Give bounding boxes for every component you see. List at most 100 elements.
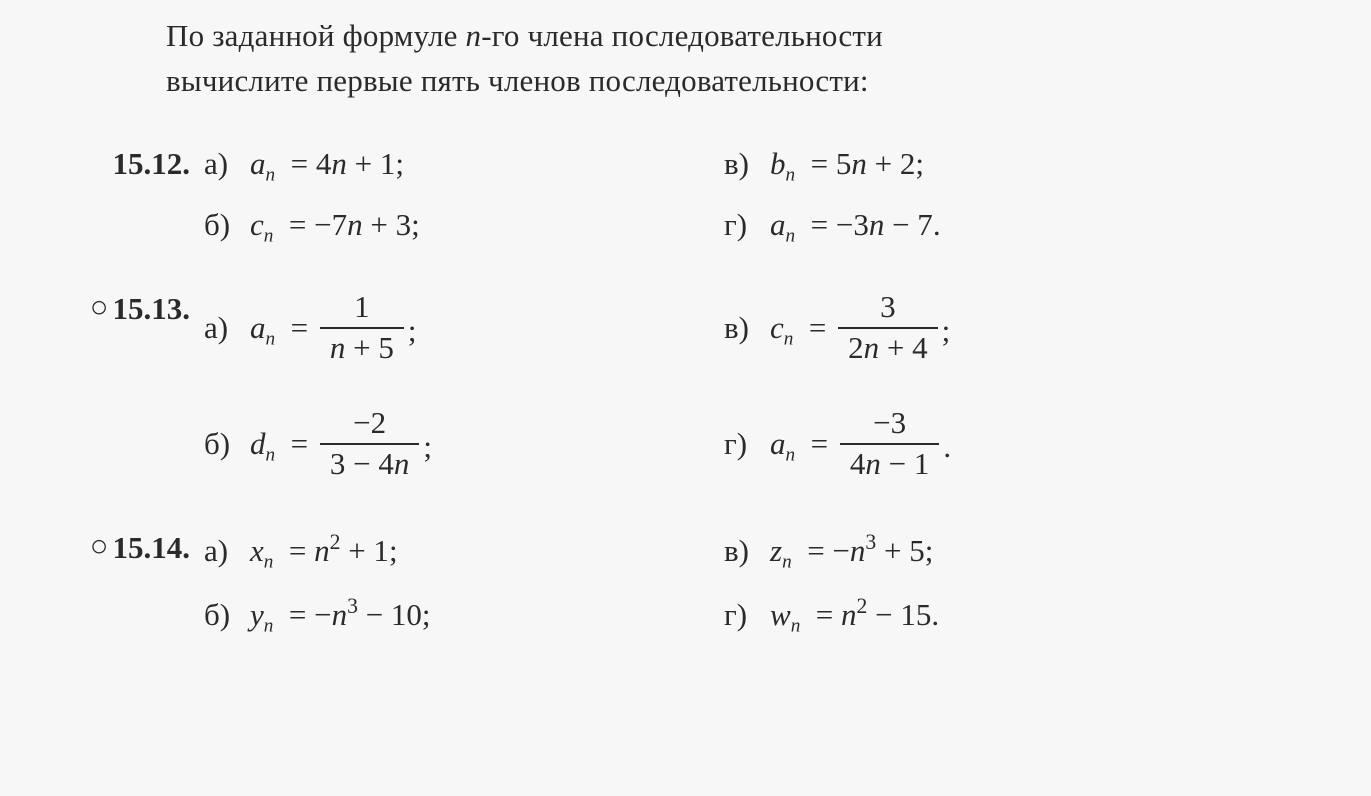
- item-label: г): [724, 426, 770, 462]
- problem-cell: б) yn = −n3 − 10;: [204, 594, 724, 638]
- problem-cell: г) wn = n2 − 15.: [724, 594, 1323, 638]
- problem-cell: б) cn = −7n + 3;: [204, 207, 724, 248]
- item-label: а): [204, 310, 250, 346]
- item-label: б): [204, 426, 250, 462]
- var: w: [770, 597, 791, 632]
- item-label: г): [724, 597, 770, 633]
- var: a: [250, 146, 266, 181]
- item-label: в): [724, 310, 770, 346]
- problems-list: 15.12. а) an = 4n + 1; в) bn: [48, 146, 1323, 638]
- problem-row: б) dn = −2 3 − 4n ; г) an: [204, 407, 1323, 487]
- equation: an = 1 n + 5 ;: [250, 291, 416, 371]
- equation: cn = −7n + 3;: [250, 207, 420, 248]
- item-label: б): [204, 207, 250, 243]
- exponent: 3: [865, 530, 876, 554]
- punct: .: [931, 597, 939, 632]
- equation: dn = −2 3 − 4n ;: [250, 407, 432, 487]
- tail: + 1: [340, 533, 388, 568]
- problem-row: а) an = 1 n + 5 ; в) cn: [204, 291, 1323, 371]
- fraction-den: 2n + 4: [838, 329, 937, 368]
- problem: 15.12. а) an = 4n + 1; в) bn: [48, 146, 1323, 247]
- subscript-n: n: [786, 165, 796, 186]
- problem: ○15.13. а) an = 1 n + 5 ;: [48, 291, 1323, 486]
- var: z: [770, 533, 782, 568]
- fraction-den: 3 − 4n: [320, 445, 419, 484]
- item-label: в): [724, 146, 770, 182]
- tail: − 10: [358, 597, 422, 632]
- sign: −: [314, 597, 331, 632]
- subscript-n: n: [786, 225, 796, 246]
- fraction-num: −2: [320, 404, 419, 445]
- problem-number: ○15.13.: [48, 291, 204, 327]
- subscript-n: n: [784, 329, 794, 350]
- problem: ○15.14. а) xn = n2 + 1; в) zn: [48, 530, 1323, 637]
- exponent: 2: [857, 594, 868, 618]
- fraction-num: 1: [320, 288, 404, 329]
- punct: .: [943, 429, 951, 464]
- fraction: −2 3 − 4n: [320, 404, 419, 484]
- equation: an = −3n − 7.: [770, 207, 941, 248]
- equation: an = −3 4n − 1 .: [770, 407, 951, 487]
- problem-number: 15.12.: [48, 146, 204, 182]
- intro-text: По заданной формуле n-го члена последова…: [166, 14, 1323, 104]
- problem-row: б) yn = −n3 − 10; г) wn = n2 − 15.: [204, 594, 1323, 638]
- item-label: а): [204, 533, 250, 569]
- problem-cell: в) bn = 5n + 2;: [724, 146, 1323, 187]
- problem-body: а) an = 4n + 1; в) bn = 5n + 2;: [204, 146, 1323, 247]
- subscript-n: n: [782, 552, 792, 573]
- subscript-n: n: [786, 444, 796, 465]
- var: a: [250, 310, 266, 345]
- equation: bn = 5n + 2;: [770, 146, 924, 187]
- fraction: −3 4n − 1: [840, 404, 939, 484]
- punct: ;: [411, 207, 420, 242]
- punct: ;: [942, 313, 951, 348]
- fraction: 3 2n + 4: [838, 288, 937, 368]
- problem-body: а) an = 1 n + 5 ; в) cn: [204, 291, 1323, 486]
- punct: ;: [389, 533, 398, 568]
- item-label: в): [724, 533, 770, 569]
- fraction-num: −3: [840, 404, 939, 445]
- tail: + 5: [876, 533, 924, 568]
- tail: − 15: [867, 597, 931, 632]
- difficulty-circle-icon: ○: [90, 528, 109, 564]
- problem-cell: а) an = 4n + 1;: [204, 146, 724, 187]
- var: a: [770, 207, 786, 242]
- problem-number-text: 15.12.: [113, 146, 191, 181]
- subscript-n: n: [266, 165, 276, 186]
- punct: ;: [925, 533, 934, 568]
- exponent: 3: [347, 594, 358, 618]
- problem-number-text: 15.13.: [113, 291, 191, 326]
- subscript-n: n: [264, 225, 274, 246]
- fraction-num: 3: [838, 288, 937, 329]
- difficulty-circle-icon: ○: [90, 289, 109, 325]
- var: b: [770, 146, 786, 181]
- punct: ;: [915, 146, 924, 181]
- intro-line-1: По заданной формуле n-го члена последова…: [166, 18, 883, 53]
- punct: .: [933, 207, 941, 242]
- fraction: 1 n + 5: [320, 288, 404, 368]
- item-label: г): [724, 207, 770, 243]
- punct: ;: [408, 313, 417, 348]
- equation: yn = −n3 − 10;: [250, 594, 431, 638]
- item-label: б): [204, 597, 250, 633]
- problem-cell: а) an = 1 n + 5 ;: [204, 291, 724, 371]
- subscript-n: n: [266, 444, 276, 465]
- problem-cell: а) xn = n2 + 1;: [204, 530, 724, 574]
- var: y: [250, 597, 264, 632]
- problem-cell: г) an = −3n − 7.: [724, 207, 1323, 248]
- problem-row: а) xn = n2 + 1; в) zn = −n3 + 5;: [204, 530, 1323, 574]
- intro-line-2: вычислите первые пять членов последовате…: [166, 63, 869, 98]
- item-label: а): [204, 146, 250, 182]
- punct: ;: [422, 597, 431, 632]
- problem-cell: в) cn = 3 2n + 4 ;: [724, 291, 1323, 371]
- problem-cell: в) zn = −n3 + 5;: [724, 530, 1323, 574]
- problem-cell: г) an = −3 4n − 1 .: [724, 407, 1323, 487]
- sign: −: [832, 533, 849, 568]
- fraction-den: n + 5: [320, 329, 404, 368]
- page: По заданной формуле n-го члена последова…: [0, 0, 1371, 796]
- var: a: [770, 426, 786, 461]
- subscript-n: n: [264, 616, 274, 637]
- equation: an = 4n + 1;: [250, 146, 404, 187]
- equation: zn = −n3 + 5;: [770, 530, 933, 574]
- equation: xn = n2 + 1;: [250, 530, 398, 574]
